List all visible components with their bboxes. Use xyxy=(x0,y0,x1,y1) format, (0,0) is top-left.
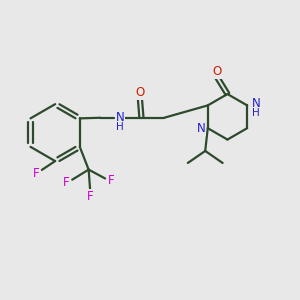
Text: H: H xyxy=(116,122,124,132)
Text: F: F xyxy=(107,175,114,188)
Text: F: F xyxy=(87,190,94,203)
Text: N: N xyxy=(252,97,260,110)
Text: O: O xyxy=(135,86,145,99)
Text: O: O xyxy=(213,65,222,78)
Text: F: F xyxy=(33,167,40,180)
Text: H: H xyxy=(252,108,260,118)
Text: N: N xyxy=(196,122,205,135)
Text: F: F xyxy=(63,176,70,189)
Text: N: N xyxy=(116,111,124,124)
